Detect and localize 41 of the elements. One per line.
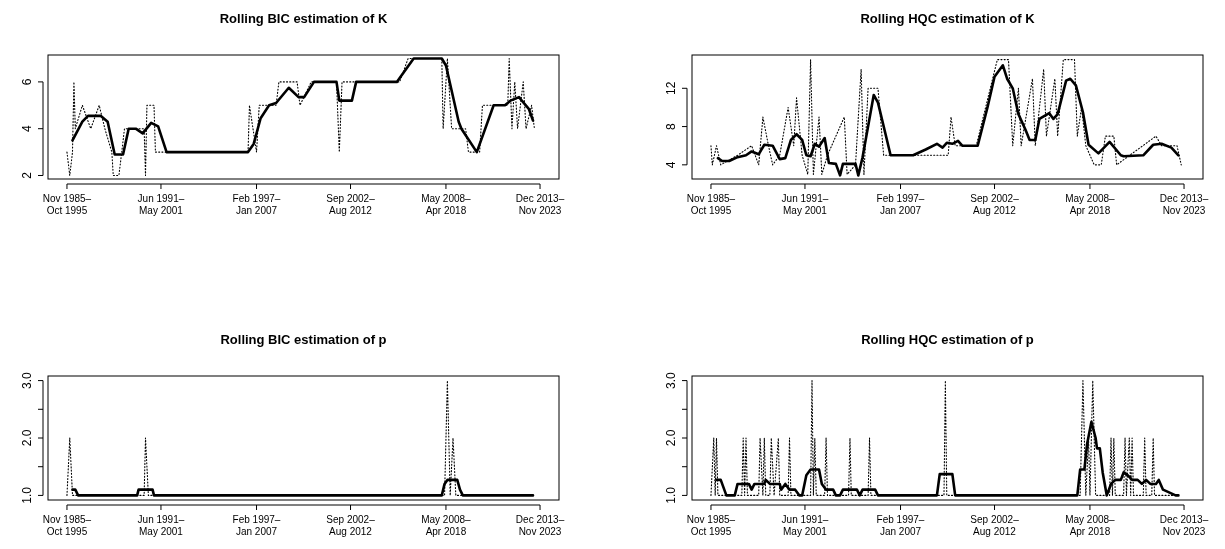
x-tick-label: Feb 1997– Jan 2007 [876,193,925,216]
x-tick-label: May 2008– Apr 2018 [1065,514,1116,537]
x-tick-label: Dec 2013– Nov 2023 [1159,514,1209,537]
x-tick-label: Jun 1991– May 2001 [781,193,829,216]
y-tick-label: 4 [20,125,34,133]
line-series [66,57,535,177]
y-tick-label: 6 [20,78,34,86]
x-tick-label: Jun 1991– May 2001 [137,193,185,216]
y-tick-label: 12 [664,81,678,95]
x-tick-label: Jun 1991– May 2001 [137,514,185,537]
x-tick-label: Sep 2002– Aug 2012 [326,193,376,216]
x-tick-label: Nov 1985– Oct 1995 [686,514,736,537]
y-tick-label: 3.0 [664,371,678,389]
x-tick-label: Feb 1997– Jan 2007 [232,193,281,216]
chart-title: Rolling BIC estimation of K [219,11,388,26]
x-tick-label: Nov 1985– Oct 1995 [42,193,92,216]
x-tick-label: Dec 2013– Nov 2023 [1159,193,1209,216]
y-tick-label: 1.0 [20,486,34,504]
y-tick-label: 1.0 [664,486,678,504]
x-tick-label: Nov 1985– Oct 1995 [686,193,736,216]
y-tick-label: 2.0 [664,429,678,447]
x-tick-label: May 2008– Apr 2018 [421,193,472,216]
chart-title: Rolling BIC estimation of p [220,332,387,347]
x-tick-label: Jun 1991– May 2001 [781,514,829,537]
x-tick-label: Sep 2002– Aug 2012 [326,514,376,537]
x-tick-label: Dec 2013– Nov 2023 [515,514,565,537]
y-tick-label: 2 [20,171,34,179]
x-tick-label: Sep 2002– Aug 2012 [970,514,1020,537]
x-tick-label: Feb 1997– Jan 2007 [232,514,281,537]
chart-title: Rolling HQC estimation of K [860,11,1036,26]
x-tick-label: May 2008– Apr 2018 [421,514,472,537]
y-tick-label: 3.0 [20,371,34,389]
y-tick-label: 8 [664,122,678,130]
x-tick-label: Dec 2013– Nov 2023 [515,193,565,216]
x-tick-label: May 2008– Apr 2018 [1065,193,1116,216]
x-tick-label: Feb 1997– Jan 2007 [876,514,925,537]
y-tick-label: 4 [664,161,678,169]
x-tick-label: Nov 1985– Oct 1995 [42,514,92,537]
y-tick-label: 2.0 [20,429,34,447]
x-tick-label: Sep 2002– Aug 2012 [970,193,1020,216]
chart-title: Rolling HQC estimation of p [861,332,1034,347]
